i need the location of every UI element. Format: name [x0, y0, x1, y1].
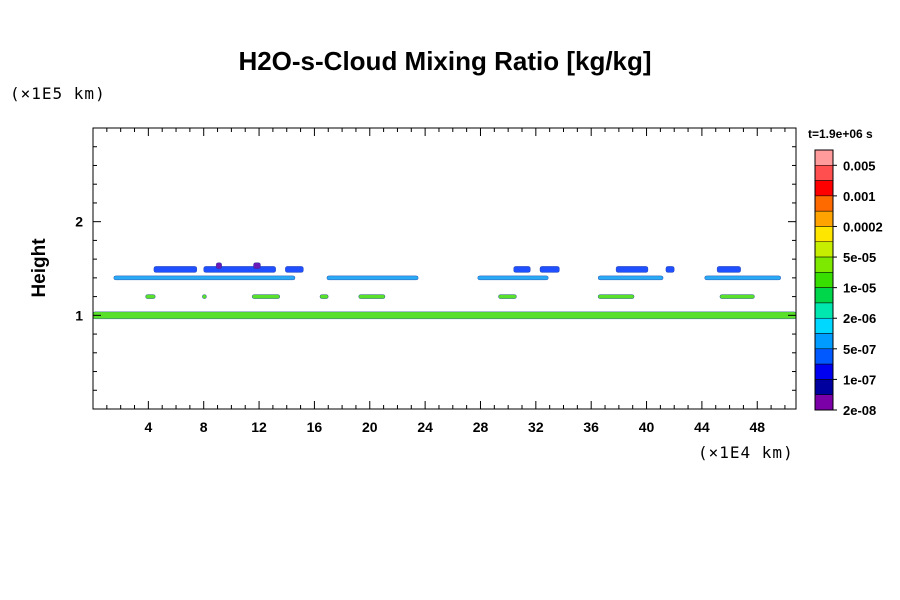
plot-features	[93, 262, 796, 320]
cloud-feature-4-6	[145, 294, 156, 299]
chart-title: H2O-s-Cloud Mixing Ratio [kg/kg]	[238, 46, 652, 76]
x-tick-label: 36	[583, 419, 599, 435]
colorbar: 0.005 0.001 0.0002 5e-05 1e-05 2e-06 5e-07 1e-0…	[814, 149, 883, 418]
colorbar-label: 1e-05	[843, 281, 876, 296]
colorbar-swatch	[814, 394, 834, 411]
cloud-feature-4-3	[498, 294, 517, 299]
x-tick-label: 16	[307, 419, 323, 435]
x-tick-label: 4	[144, 419, 152, 435]
colorbar-swatch	[814, 241, 834, 258]
cloud-feature-4-7	[202, 294, 207, 299]
cloud-feature-1-2	[285, 266, 304, 273]
colorbar-swatch	[814, 317, 834, 334]
colorbar-label: 0.005	[843, 158, 876, 173]
cloud-feature-2-1	[215, 262, 222, 269]
colorbar-label: 0.001	[843, 189, 876, 204]
cloud-feature-2-0	[253, 262, 261, 269]
cloud-feature-1-1	[203, 266, 276, 273]
x-tick-label: 8	[200, 419, 208, 435]
x-tick-label: 20	[362, 419, 378, 435]
colorbar-label: 0.0002	[843, 219, 883, 234]
y-tick-label: 1	[75, 307, 83, 323]
cloud-feature-4-1	[319, 294, 329, 299]
colorbar-swatch	[814, 210, 834, 227]
colorbar-label: 2e-08	[843, 403, 876, 418]
cloud-feature-1-0	[153, 266, 197, 273]
x-tick-label: 12	[251, 419, 267, 435]
cloud-feature-3-0	[93, 311, 796, 320]
cloud-feature-1-5	[615, 266, 649, 273]
cloud-feature-4-2	[358, 294, 386, 299]
colorbar-swatch	[814, 226, 834, 243]
colorbar-swatch	[814, 302, 834, 319]
colorbar-swatch	[814, 272, 834, 288]
x-tick-label: 32	[528, 419, 544, 435]
colorbar-label: 5e-07	[843, 342, 876, 357]
colorbar-swatch	[814, 333, 834, 350]
cloud-feature-0-0	[113, 275, 296, 281]
y-tick-label: 2	[75, 214, 83, 230]
colorbar-label: 2e-06	[843, 311, 876, 326]
cloud-feature-4-4	[597, 294, 635, 299]
colorbar-swatch	[814, 256, 834, 273]
cloud-feature-0-2	[477, 275, 549, 281]
colorbar-swatch	[814, 287, 834, 304]
x-tick-label: 40	[639, 419, 655, 435]
x-tick-label: 24	[417, 419, 433, 435]
colorbar-swatch	[814, 165, 834, 181]
x-tick-label: 48	[749, 419, 765, 435]
plot-frame	[92, 127, 797, 410]
x-tick-label: 28	[473, 419, 489, 435]
cloud-feature-0-3	[597, 275, 664, 281]
colorbar-swatch	[814, 180, 834, 197]
x-tick-label: 44	[694, 419, 710, 435]
cloud-feature-1-7	[716, 266, 741, 273]
cloud-feature-1-4	[539, 266, 560, 273]
cloud-feature-1-6	[665, 266, 675, 273]
y-axis-unit: (×1E5 km)	[10, 84, 106, 103]
colorbar-label: 1e-07	[843, 372, 876, 387]
cloud-feature-0-4	[704, 275, 781, 281]
cloud-feature-4-0	[251, 294, 281, 299]
colorbar-swatch	[814, 348, 834, 365]
cloud-feature-4-5	[719, 294, 755, 299]
colorbar-swatch	[814, 379, 834, 395]
colorbar-swatch	[814, 149, 834, 166]
colorbar-frame	[814, 149, 834, 411]
colorbar-swatch	[814, 195, 834, 212]
colorbar-label: 5e-05	[843, 250, 876, 265]
colorbar-swatch	[814, 363, 834, 380]
time-label: t=1.9e+06 s	[808, 127, 873, 141]
cloud-feature-0-1	[326, 275, 419, 281]
x-axis-unit: (×1E4 km)	[698, 443, 794, 462]
cloud-feature-1-3	[513, 266, 531, 273]
